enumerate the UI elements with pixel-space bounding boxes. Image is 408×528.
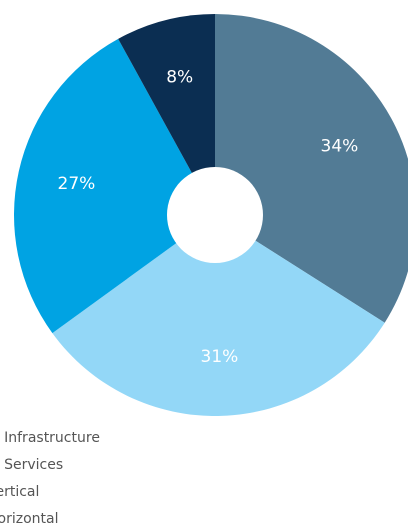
pie-slice-horizontal (118, 14, 215, 215)
legend-item-it-infrastructure: IT Infrastructure (0, 430, 100, 446)
slice-label: 31% (201, 347, 239, 367)
slice-label: 27% (58, 174, 96, 194)
pie-slice-it-infrastructure (215, 14, 408, 323)
pie-slice-vertical (13, 38, 216, 334)
legend-item-vertical: Vertical (0, 484, 39, 500)
slice-label: 8% (166, 67, 193, 87)
slice-labels: 34% 31% 27% 8% (58, 67, 359, 366)
pie-slices (13, 14, 408, 416)
legend-item-it-services: IT Services (0, 457, 63, 473)
slice-label: 34% (321, 137, 359, 157)
legend: IT Infrastructure IT Services Vertical Hori… (0, 430, 100, 527)
pie-slice-it-services (52, 215, 385, 416)
donut-hole (167, 167, 263, 263)
legend-item-horizontal: Horizontal (0, 511, 58, 527)
